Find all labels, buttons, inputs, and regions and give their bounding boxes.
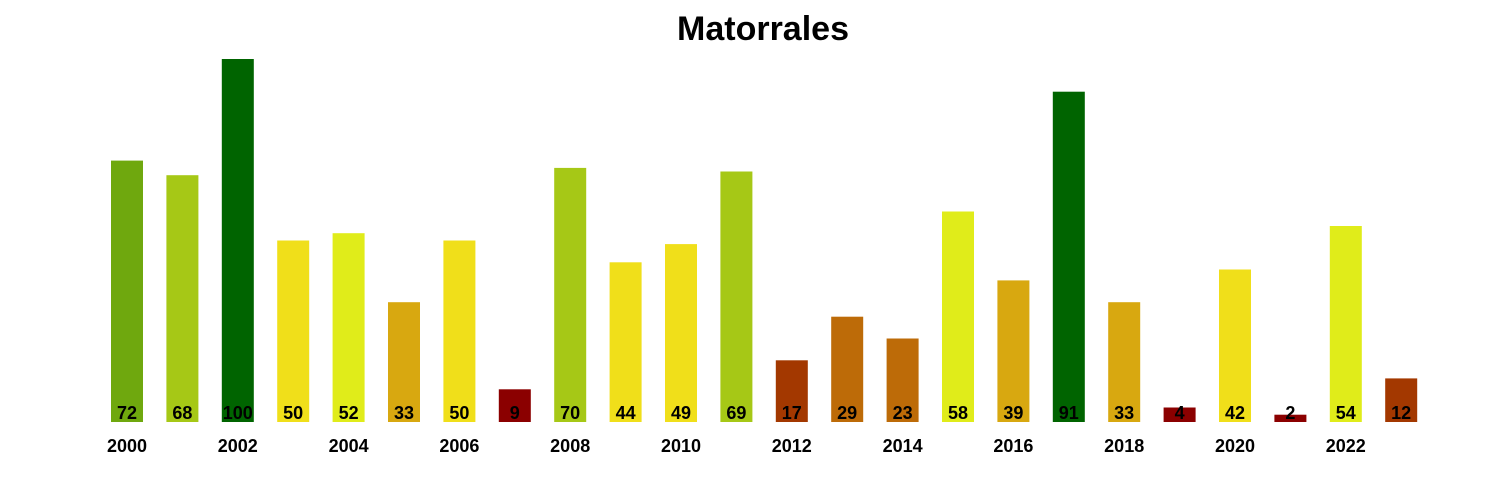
- data-label-2022: 54: [1336, 403, 1356, 423]
- bar-2022: [1329, 226, 1362, 422]
- bar-2002: [221, 59, 254, 422]
- bar-2005: [388, 302, 420, 422]
- data-label-2019: 4: [1175, 403, 1185, 423]
- data-label-2002: 100: [223, 403, 253, 423]
- data-label-2017: 91: [1059, 403, 1079, 423]
- bars-layer: [111, 59, 1418, 422]
- x-tick-label-2018: 2018: [1104, 436, 1144, 456]
- x-tick-label-2004: 2004: [329, 436, 369, 456]
- bar-2006: [443, 240, 476, 422]
- data-label-2014: 23: [893, 403, 913, 423]
- x-tick-label-2008: 2008: [550, 436, 590, 456]
- bar-2008: [554, 167, 587, 422]
- data-label-2005: 33: [394, 403, 414, 423]
- x-tick-label-2010: 2010: [661, 436, 701, 456]
- bar-2016: [997, 280, 1030, 422]
- bar-2013: [831, 316, 864, 422]
- x-tick-label-2012: 2012: [772, 436, 812, 456]
- data-label-2021: 2: [1285, 403, 1295, 423]
- data-label-2009: 44: [616, 403, 636, 423]
- bar-2020: [1219, 269, 1251, 422]
- x-tick-label-2020: 2020: [1215, 436, 1255, 456]
- data-label-2011: 69: [726, 403, 746, 423]
- bar-2019: [1163, 407, 1196, 422]
- data-label-2003: 50: [283, 403, 303, 423]
- data-label-2010: 49: [671, 403, 691, 423]
- x-tick-label-2016: 2016: [993, 436, 1033, 456]
- x-tick-label-2022: 2022: [1326, 436, 1366, 456]
- data-label-2016: 39: [1003, 403, 1023, 423]
- x-tick-label-2006: 2006: [439, 436, 479, 456]
- x-tick-label-2002: 2002: [218, 436, 258, 456]
- bar-2009: [609, 262, 642, 422]
- data-label-2020: 42: [1225, 403, 1245, 423]
- data-label-2012: 17: [782, 403, 802, 423]
- x-tick-label-2000: 2000: [107, 436, 147, 456]
- data-labels-layer: 72 68 100 50 52 33 50 9 70 44 49 69 17 29 23 58 39 91 33 4 4…: [117, 403, 1411, 423]
- bar-2000: [111, 160, 143, 422]
- bar-2021: [1274, 414, 1307, 422]
- bar-2001: [166, 175, 199, 422]
- data-label-2006: 50: [449, 403, 469, 423]
- data-label-2023: 12: [1391, 403, 1411, 423]
- bar-2011: [720, 171, 753, 422]
- bar-2023: [1385, 378, 1418, 422]
- bar-2017: [1052, 91, 1085, 422]
- x-tick-labels-layer: 2000 2002 2004 2006 2008 2010 2012 2014 2016 2018…: [107, 436, 1366, 456]
- bar-2012: [775, 360, 808, 422]
- bar-2014: [886, 338, 919, 422]
- data-label-2001: 68: [172, 403, 192, 423]
- data-label-2013: 29: [837, 403, 857, 423]
- bar-2007: [498, 389, 531, 422]
- data-label-2018: 33: [1114, 403, 1134, 423]
- bar-2003: [277, 240, 310, 422]
- chart-title: Matorrales: [677, 10, 849, 48]
- data-label-2015: 58: [948, 403, 968, 423]
- x-tick-label-2014: 2014: [883, 436, 923, 456]
- bar-2004: [332, 233, 365, 422]
- bar-2018: [1108, 302, 1141, 422]
- data-label-2004: 52: [339, 403, 359, 423]
- data-label-2008: 70: [560, 403, 580, 423]
- bar-2010: [665, 244, 697, 422]
- data-label-2007: 9: [510, 403, 520, 423]
- bar-2015: [942, 211, 974, 422]
- data-label-2000: 72: [117, 403, 137, 423]
